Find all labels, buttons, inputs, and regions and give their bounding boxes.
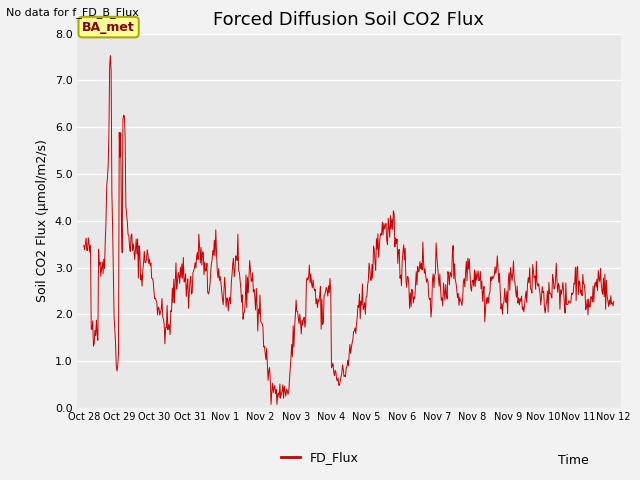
Title: Forced Diffusion Soil CO2 Flux: Forced Diffusion Soil CO2 Flux: [213, 11, 484, 29]
Y-axis label: Soil CO2 Flux (μmol/m2/s): Soil CO2 Flux (μmol/m2/s): [36, 139, 49, 302]
Legend: FD_Flux: FD_Flux: [276, 446, 364, 469]
Text: BA_met: BA_met: [82, 21, 135, 34]
Text: No data for f_FD_B_Flux: No data for f_FD_B_Flux: [6, 7, 140, 18]
Text: Time: Time: [558, 454, 589, 467]
